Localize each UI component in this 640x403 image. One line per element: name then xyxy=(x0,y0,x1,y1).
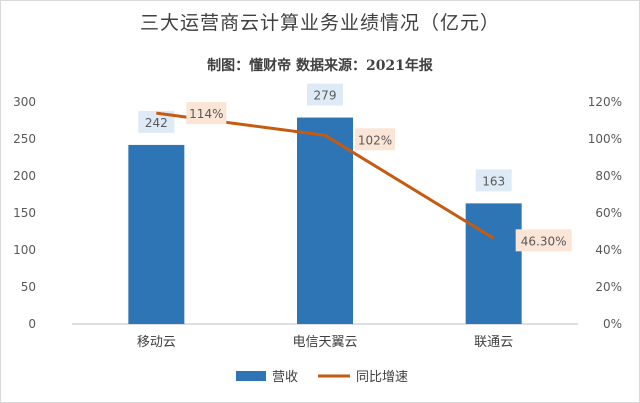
y-right-tick-label: 40% xyxy=(595,243,622,257)
y-right-tick-label: 20% xyxy=(595,280,622,294)
y-right-tick-label: 60% xyxy=(595,206,622,220)
y-right-tick-label: 100% xyxy=(588,132,622,146)
chart-title: 三大运营商云计算业务业绩情况（亿元） xyxy=(139,12,500,34)
line-data-label: 46.30% xyxy=(521,234,567,248)
legend-swatch-bar xyxy=(236,371,266,381)
x-tick-label: 联通云 xyxy=(474,335,513,350)
line-label-box xyxy=(355,128,395,151)
y-right-tick-label: 80% xyxy=(595,169,622,183)
line-data-label: 102% xyxy=(358,133,392,147)
y-right-tick-label: 0% xyxy=(603,317,622,331)
bar-data-label: 279 xyxy=(314,89,337,103)
x-tick-label: 电信天翼云 xyxy=(292,335,357,350)
y-right-tick-label: 120% xyxy=(588,95,622,109)
x-tick-label: 移动云 xyxy=(137,335,176,350)
y-left-tick-label: 100 xyxy=(13,243,36,257)
y-left-tick-label: 200 xyxy=(13,169,36,183)
y-left-tick-label: 300 xyxy=(13,95,36,109)
y-left-tick-label: 150 xyxy=(13,206,36,220)
line-data-label: 114% xyxy=(189,107,223,121)
bar xyxy=(128,144,185,324)
legend-label-bar: 营收 xyxy=(272,370,298,385)
bar xyxy=(465,203,522,324)
y-left-tick-label: 250 xyxy=(13,132,36,146)
y-left-tick-label: 50 xyxy=(21,280,36,294)
legend-label-line: 同比增速 xyxy=(356,370,408,385)
line-label-box xyxy=(515,229,572,252)
bar-label-box xyxy=(138,110,175,133)
bar xyxy=(297,117,353,324)
chart-subtitle: 制图：懂财帝 数据来源：2021年报 xyxy=(207,58,433,74)
bar-data-label: 242 xyxy=(145,116,168,130)
y-left-tick-label: 0 xyxy=(28,317,36,331)
bar-label-box xyxy=(307,83,343,106)
bar-data-label: 163 xyxy=(482,174,505,188)
line-label-box xyxy=(186,102,227,125)
bar-label-box xyxy=(475,169,512,192)
